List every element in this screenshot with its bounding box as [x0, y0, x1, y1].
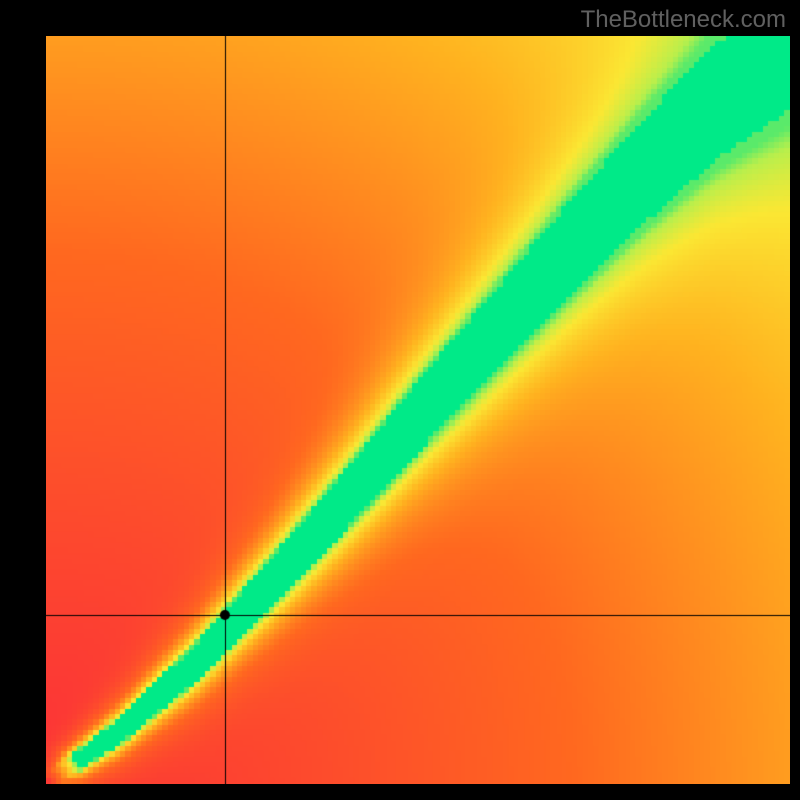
watermark-text: TheBottleneck.com — [581, 6, 786, 34]
chart-container: TheBottleneck.com — [0, 0, 800, 800]
bottleneck-heatmap — [46, 36, 790, 784]
